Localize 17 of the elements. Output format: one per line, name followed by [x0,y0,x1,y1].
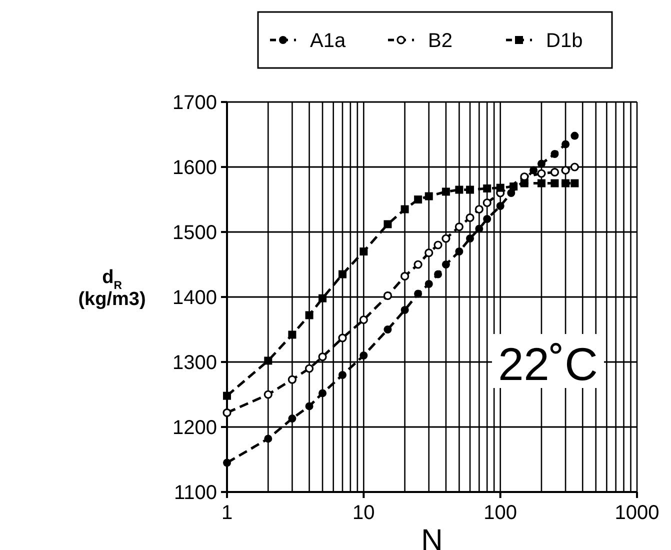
x-axis-title: N [421,524,443,550]
x-tick-label: 100 [484,502,518,524]
y-tick-label: 1200 [172,417,217,439]
y-axis-title: d$_{R}$ (kg/m3) [78,267,146,310]
annotation: 22˚C [498,338,598,390]
y-tick-label: 1400 [172,287,217,309]
y-tick-label: 1600 [172,157,217,179]
x-tick-label: 1000 [614,502,660,524]
legend-label: D1b [546,30,583,52]
legend-label: B2 [428,30,452,52]
y-tick-label: 1700 [172,92,217,114]
x-tick-label: 10 [352,502,375,524]
legend-label: A1a [310,30,346,52]
x-tick-label: 1 [221,502,233,524]
y-tick-label: 1100 [174,482,217,504]
y-tick-label: 1300 [172,352,217,374]
y-tick-label: 1500 [172,222,217,244]
